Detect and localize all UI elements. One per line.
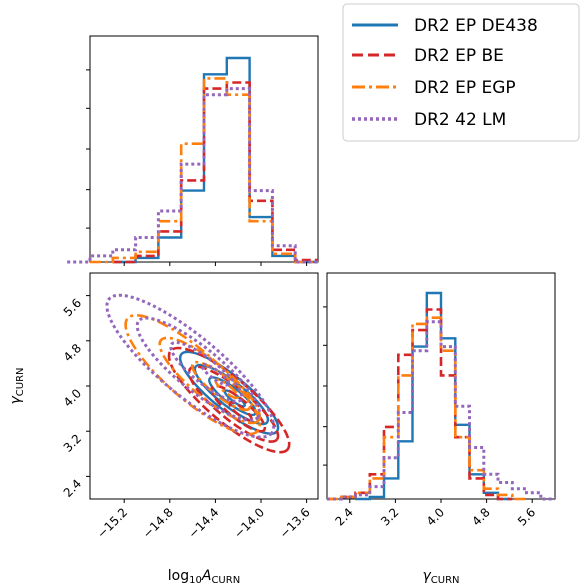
x-axis-label-right: γCURN bbox=[422, 568, 459, 583]
legend-box bbox=[342, 3, 580, 142]
marginal-gamma-histograms bbox=[327, 291, 555, 501]
legend: DR2 EP DE438 DR2 EP BE DR2 EP EGP DR2 42… bbox=[342, 3, 580, 142]
contour-dr2-ep-de438-2 bbox=[193, 363, 270, 426]
contour-dr2-42-lm-2 bbox=[135, 316, 261, 422]
legend-label-lm: DR2 42 LM bbox=[414, 110, 506, 130]
contour-dr2-ep-egp-3 bbox=[124, 314, 261, 436]
contour-dr2-ep-be-1 bbox=[210, 384, 267, 433]
tick-label-gamma-x-1: 3.2 bbox=[378, 505, 401, 528]
tick-label-gamma-y-4: 5.6 bbox=[61, 296, 84, 319]
marginal-a-histograms bbox=[67, 56, 318, 264]
joint-contours bbox=[105, 293, 291, 454]
tick-label-gamma-y-0: 2.4 bbox=[61, 477, 84, 500]
tick-label-a-3: −14.0 bbox=[231, 505, 267, 541]
hist-gamma-dr2-ep-be bbox=[327, 308, 513, 501]
tick-label-gamma-x-2: 4.0 bbox=[424, 505, 447, 528]
tick-label-gamma-y-3: 4.8 bbox=[61, 341, 84, 364]
hist-gamma-dr2-42-lm bbox=[327, 320, 555, 501]
hist-gamma-dr2-ep-de438 bbox=[355, 291, 513, 501]
tick-label-gamma-y-1: 3.2 bbox=[61, 431, 84, 454]
tick-label-gamma-y-2: 4.0 bbox=[61, 386, 84, 409]
legend-label-be: DR2 EP BE bbox=[414, 46, 504, 66]
contour-dr2-ep-be-3 bbox=[167, 346, 291, 454]
contour-dr2-42-lm-1 bbox=[169, 340, 244, 403]
x-axis-label-left: log10ACURN bbox=[168, 568, 240, 583]
hist-gamma-dr2-ep-egp bbox=[327, 316, 527, 501]
contour-dr2-42-lm-3 bbox=[105, 293, 276, 439]
hist-a-dr2-ep-egp bbox=[90, 77, 318, 264]
tick-label-gamma-x-4: 5.6 bbox=[515, 505, 538, 528]
tick-label-a-2: −14.4 bbox=[186, 505, 222, 541]
tick-label-gamma-x-3: 4.8 bbox=[469, 505, 492, 528]
tick-label-a-0: −15.2 bbox=[94, 505, 130, 541]
tick-label-a-4: −13.6 bbox=[277, 505, 313, 541]
contour-dr2-42-lm-0 bbox=[200, 362, 231, 387]
tick-label-a-1: −14.8 bbox=[140, 505, 176, 541]
hist-a-dr2-42-lm bbox=[67, 87, 318, 264]
legend-label-de438: DR2 EP DE438 bbox=[414, 16, 538, 36]
hist-a-dr2-ep-de438 bbox=[112, 56, 318, 264]
legend-label-egp: DR2 EP EGP bbox=[414, 78, 516, 98]
hist-a-dr2-ep-be bbox=[112, 81, 318, 264]
tick-label-gamma-x-0: 2.4 bbox=[333, 505, 356, 528]
contour-dr2-ep-egp-1 bbox=[190, 360, 252, 412]
y-axis-label: γCURN bbox=[8, 367, 26, 404]
